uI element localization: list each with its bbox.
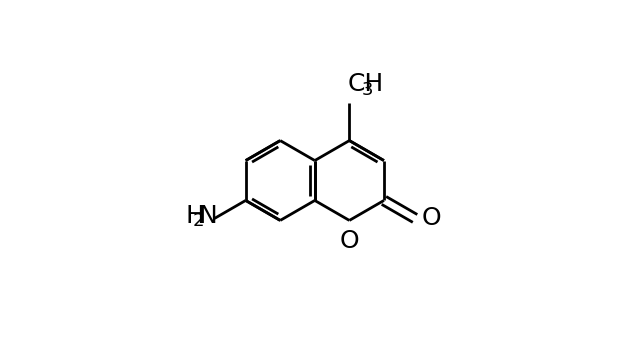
Text: 2: 2 bbox=[193, 212, 205, 230]
Text: N: N bbox=[198, 204, 217, 228]
Text: 3: 3 bbox=[362, 81, 373, 99]
Text: H: H bbox=[185, 204, 204, 228]
Text: O: O bbox=[421, 206, 441, 230]
Text: CH: CH bbox=[348, 73, 384, 96]
Text: O: O bbox=[340, 229, 359, 253]
